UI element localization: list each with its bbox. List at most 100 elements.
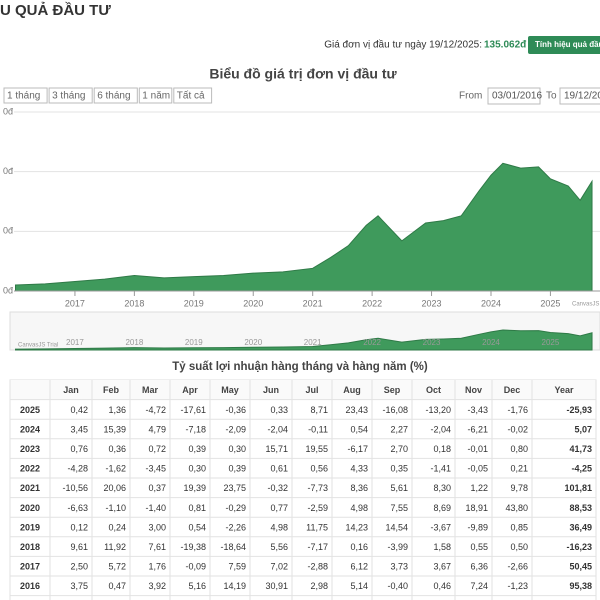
cell-value: 7,55 xyxy=(390,503,408,513)
row-year: 2019 xyxy=(20,522,40,532)
range-button-label[interactable]: 1 năm xyxy=(142,91,170,102)
navigator-tick-label: 2025 xyxy=(542,338,560,347)
range-button-label[interactable]: 3 tháng xyxy=(52,91,85,102)
cell-value: 5,56 xyxy=(270,542,288,552)
cell-value: 0,39 xyxy=(228,464,246,474)
cell-value: 0,18 xyxy=(433,444,451,454)
price-value: 135.062đ xyxy=(484,40,527,51)
column-header: Year xyxy=(554,385,574,395)
navigator-tick-label: 2023 xyxy=(423,338,441,347)
cell-value: 11,75 xyxy=(306,522,328,532)
range-button-label[interactable]: 6 tháng xyxy=(97,91,130,102)
cell-value: 8,36 xyxy=(350,483,368,493)
cell-value: 0,12 xyxy=(70,522,88,532)
column-header: Dec xyxy=(504,385,521,395)
column-header: Aug xyxy=(343,385,361,395)
area-series xyxy=(15,162,593,292)
cell-value: 0,56 xyxy=(310,464,328,474)
cell-value: 1,22 xyxy=(470,483,488,493)
cell-value: -18,64 xyxy=(220,542,246,552)
cell-value: 0,76 xyxy=(70,444,88,454)
cell-value: 9,61 xyxy=(70,542,88,552)
cell-value: 95,38 xyxy=(569,581,592,591)
navigator-tick-label: 2020 xyxy=(244,338,262,347)
range-button[interactable] xyxy=(3,87,48,104)
range-button-label[interactable]: Tất cả xyxy=(177,90,205,102)
cell-value: 0,46 xyxy=(433,581,451,591)
cell-value: 0,54 xyxy=(188,522,206,532)
cell-value: 4,98 xyxy=(350,503,368,513)
row-year: 2022 xyxy=(20,464,40,474)
cell-value: -4,25 xyxy=(571,464,592,474)
to-value[interactable]: 19/12/20 xyxy=(564,91,600,102)
cell-value: 7,59 xyxy=(228,562,246,572)
row-year: 2024 xyxy=(20,424,40,434)
cell-value: -6,21 xyxy=(467,424,488,434)
cell-value: 0,55 xyxy=(470,542,488,552)
from-value[interactable]: 03/01/2016 xyxy=(492,91,542,102)
cell-value: -4,28 xyxy=(67,464,88,474)
cell-value: 20,06 xyxy=(103,483,126,493)
cell-value: -0,02 xyxy=(507,424,528,434)
column-header: Oct xyxy=(426,385,441,395)
navigator-tick-label: 2018 xyxy=(125,338,143,347)
table-header-bg xyxy=(10,380,596,400)
column-header: Feb xyxy=(103,385,120,395)
cell-value: -13,20 xyxy=(425,405,451,415)
cell-value: 19,55 xyxy=(305,444,328,454)
cell-value: 8,71 xyxy=(310,405,328,415)
cell-value: 0,36 xyxy=(108,444,126,454)
column-header: Apr xyxy=(182,385,198,395)
cell-value: 19,39 xyxy=(183,483,206,493)
cell-value: -1,40 xyxy=(145,503,166,513)
to-input[interactable] xyxy=(559,87,600,105)
from-input[interactable] xyxy=(487,87,541,105)
cell-value: -2,04 xyxy=(430,424,451,434)
cell-value: 0,80 xyxy=(510,444,528,454)
cell-value: 2,70 xyxy=(390,444,408,454)
cell-value: -2,26 xyxy=(225,522,246,532)
row-year: 2016 xyxy=(20,581,40,591)
cell-value: -0,29 xyxy=(225,503,246,513)
cell-value: 0,81 xyxy=(188,503,206,513)
cell-value: 0,77 xyxy=(270,503,288,513)
calc-button[interactable] xyxy=(528,36,600,54)
cell-value: 3,73 xyxy=(390,562,408,572)
cell-value: 0,30 xyxy=(228,444,246,454)
cell-value: 18,91 xyxy=(465,503,488,513)
cell-value: 3,75 xyxy=(70,581,88,591)
range-button[interactable] xyxy=(48,87,93,104)
range-button[interactable] xyxy=(173,87,213,104)
cell-value: 4,98 xyxy=(270,522,288,532)
x-tick-label: 2020 xyxy=(243,298,263,308)
cell-value: -19,38 xyxy=(180,542,206,552)
range-button[interactable] xyxy=(93,87,138,104)
cell-value: -9,89 xyxy=(467,522,488,532)
to-label: To xyxy=(546,91,557,102)
navigator-tick-label: 2024 xyxy=(482,338,500,347)
cell-value: 6,12 xyxy=(350,562,368,572)
cell-value: 2,98 xyxy=(310,581,328,591)
range-button-label[interactable]: 1 tháng xyxy=(7,91,40,102)
calc-button-label[interactable]: Tính hiệu quả đầu xyxy=(535,40,600,49)
cell-value: -16,08 xyxy=(382,405,408,415)
cell-value: 50,45 xyxy=(569,562,592,572)
cell-value: -2,04 xyxy=(267,424,288,434)
x-tick-label: 2025 xyxy=(540,298,560,308)
chart-title: Biểu đồ giá trị đơn vị đầu tư xyxy=(209,66,397,82)
cell-value: -1,62 xyxy=(105,464,126,474)
price-label: Giá đơn vị đầu tư ngày 19/12/2025: xyxy=(324,39,482,51)
cell-value: 5,61 xyxy=(390,483,408,493)
cell-value: 0,16 xyxy=(350,542,368,552)
navigator-tick-label: 2017 xyxy=(66,338,84,347)
cell-value: 3,67 xyxy=(433,562,451,572)
column-header: Nov xyxy=(465,385,482,395)
cell-value: -16,23 xyxy=(566,542,592,552)
navigator-tick-label: 2022 xyxy=(363,338,381,347)
x-tick-label: 2024 xyxy=(481,298,501,308)
cell-value: 11,92 xyxy=(104,542,126,552)
column-header: Jul xyxy=(305,385,318,395)
cell-value: -17,61 xyxy=(180,405,206,415)
range-button[interactable] xyxy=(138,87,173,104)
cell-value: 0,37 xyxy=(148,483,166,493)
